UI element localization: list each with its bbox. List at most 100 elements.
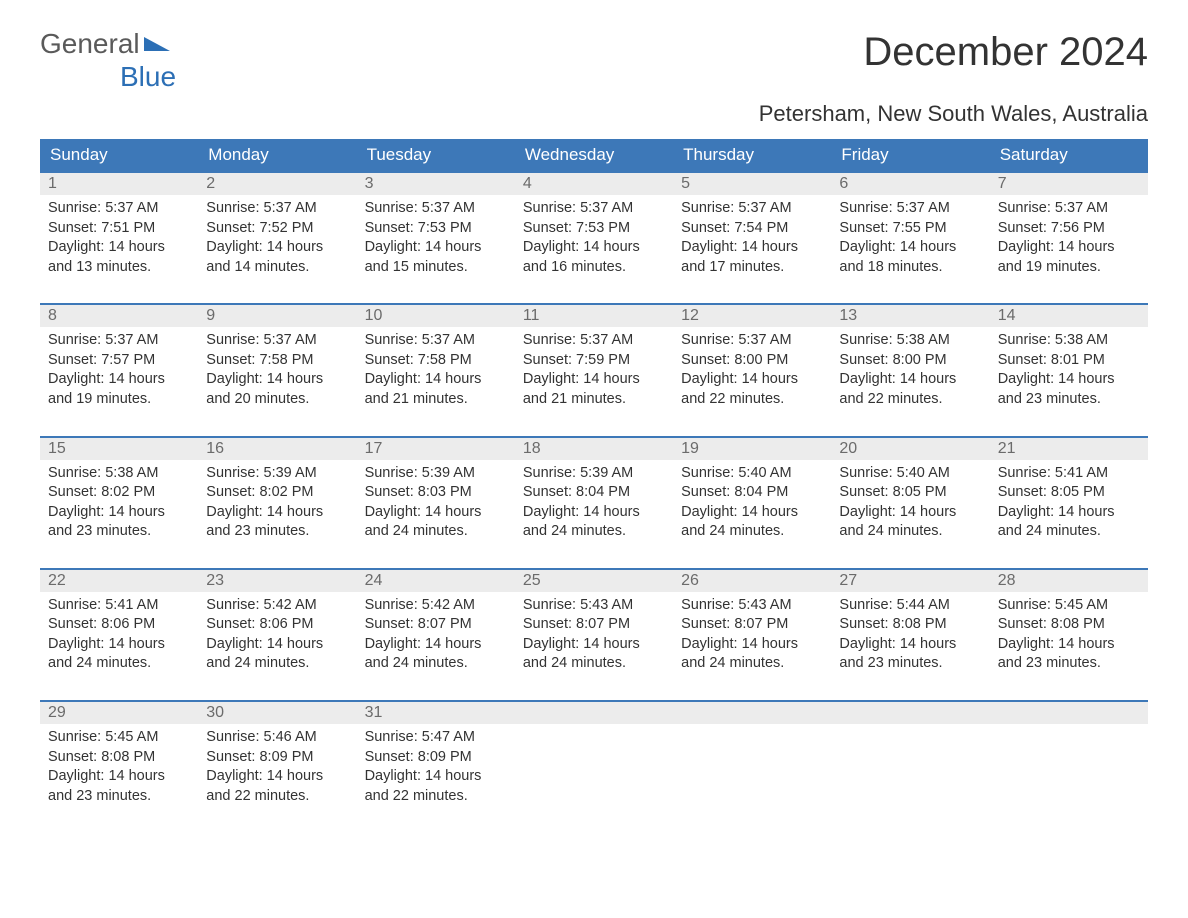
sunset-text: Sunset: 8:00 PM (839, 351, 981, 371)
day-details: Sunrise: 5:40 AMSunset: 8:05 PMDaylight:… (831, 460, 989, 568)
daylight-line1: Daylight: 14 hours (523, 503, 665, 523)
sunrise-text: Sunrise: 5:37 AM (48, 199, 190, 219)
calendar-day (673, 701, 831, 832)
daylight-line1: Daylight: 14 hours (523, 238, 665, 258)
sunrise-text: Sunrise: 5:37 AM (365, 199, 507, 219)
day-details: Sunrise: 5:37 AMSunset: 7:56 PMDaylight:… (990, 195, 1148, 303)
sunrise-text: Sunrise: 5:46 AM (206, 728, 348, 748)
sunrise-text: Sunrise: 5:38 AM (998, 331, 1140, 351)
daylight-line1: Daylight: 14 hours (206, 767, 348, 787)
day-details: Sunrise: 5:37 AMSunset: 7:53 PMDaylight:… (515, 195, 673, 303)
calendar-day: 14Sunrise: 5:38 AMSunset: 8:01 PMDayligh… (990, 304, 1148, 436)
sunrise-text: Sunrise: 5:37 AM (206, 199, 348, 219)
sunset-text: Sunset: 7:51 PM (48, 219, 190, 239)
daylight-line1: Daylight: 14 hours (48, 635, 190, 655)
calendar-week: 8Sunrise: 5:37 AMSunset: 7:57 PMDaylight… (40, 304, 1148, 436)
day-number: 9 (198, 305, 356, 327)
daylight-line2: and 24 minutes. (523, 654, 665, 674)
day-number: 1 (40, 173, 198, 195)
daylight-line1: Daylight: 14 hours (523, 370, 665, 390)
calendar-body: 1Sunrise: 5:37 AMSunset: 7:51 PMDaylight… (40, 172, 1148, 832)
daylight-line1: Daylight: 14 hours (206, 238, 348, 258)
sunset-text: Sunset: 7:55 PM (839, 219, 981, 239)
day-details: Sunrise: 5:37 AMSunset: 7:52 PMDaylight:… (198, 195, 356, 303)
calendar-week: 1Sunrise: 5:37 AMSunset: 7:51 PMDaylight… (40, 172, 1148, 304)
day-number: 31 (357, 702, 515, 724)
calendar-day: 10Sunrise: 5:37 AMSunset: 7:58 PMDayligh… (357, 304, 515, 436)
sunrise-text: Sunrise: 5:37 AM (523, 199, 665, 219)
daylight-line1: Daylight: 14 hours (839, 503, 981, 523)
sunset-text: Sunset: 7:58 PM (206, 351, 348, 371)
daylight-line1: Daylight: 14 hours (365, 767, 507, 787)
daylight-line2: and 16 minutes. (523, 258, 665, 278)
daylight-line2: and 23 minutes. (998, 654, 1140, 674)
day-details: Sunrise: 5:38 AMSunset: 8:01 PMDaylight:… (990, 327, 1148, 435)
day-details: Sunrise: 5:42 AMSunset: 8:07 PMDaylight:… (357, 592, 515, 700)
daylight-line2: and 23 minutes. (48, 522, 190, 542)
sunset-text: Sunset: 8:00 PM (681, 351, 823, 371)
day-header: Thursday (673, 139, 831, 172)
sunset-text: Sunset: 8:08 PM (48, 748, 190, 768)
day-details: Sunrise: 5:37 AMSunset: 7:59 PMDaylight:… (515, 327, 673, 435)
day-header: Saturday (990, 139, 1148, 172)
title-block: December 2024 (863, 30, 1148, 75)
day-details: Sunrise: 5:39 AMSunset: 8:04 PMDaylight:… (515, 460, 673, 568)
sunset-text: Sunset: 7:58 PM (365, 351, 507, 371)
calendar-day: 16Sunrise: 5:39 AMSunset: 8:02 PMDayligh… (198, 437, 356, 569)
day-number: 30 (198, 702, 356, 724)
sunset-text: Sunset: 8:07 PM (681, 615, 823, 635)
daylight-line1: Daylight: 14 hours (523, 635, 665, 655)
day-number: 26 (673, 570, 831, 592)
daylight-line2: and 13 minutes. (48, 258, 190, 278)
day-number: 29 (40, 702, 198, 724)
daylight-line2: and 23 minutes. (839, 654, 981, 674)
calendar-day: 2Sunrise: 5:37 AMSunset: 7:52 PMDaylight… (198, 172, 356, 304)
day-number: 8 (40, 305, 198, 327)
sunrise-text: Sunrise: 5:40 AM (681, 464, 823, 484)
calendar-day: 11Sunrise: 5:37 AMSunset: 7:59 PMDayligh… (515, 304, 673, 436)
sunrise-text: Sunrise: 5:39 AM (365, 464, 507, 484)
day-number: 21 (990, 438, 1148, 460)
calendar-day: 6Sunrise: 5:37 AMSunset: 7:55 PMDaylight… (831, 172, 989, 304)
daylight-line2: and 24 minutes. (681, 654, 823, 674)
daylight-line1: Daylight: 14 hours (998, 370, 1140, 390)
daylight-line1: Daylight: 14 hours (48, 503, 190, 523)
day-details: Sunrise: 5:39 AMSunset: 8:02 PMDaylight:… (198, 460, 356, 568)
sunrise-text: Sunrise: 5:42 AM (206, 596, 348, 616)
daylight-line2: and 24 minutes. (998, 522, 1140, 542)
day-details: Sunrise: 5:45 AMSunset: 8:08 PMDaylight:… (990, 592, 1148, 700)
day-number: 13 (831, 305, 989, 327)
sunrise-text: Sunrise: 5:39 AM (206, 464, 348, 484)
day-details: Sunrise: 5:43 AMSunset: 8:07 PMDaylight:… (673, 592, 831, 700)
calendar-week: 29Sunrise: 5:45 AMSunset: 8:08 PMDayligh… (40, 701, 1148, 832)
daylight-line1: Daylight: 14 hours (998, 635, 1140, 655)
location-text: Petersham, New South Wales, Australia (40, 101, 1148, 127)
calendar-day: 31Sunrise: 5:47 AMSunset: 8:09 PMDayligh… (357, 701, 515, 832)
day-details: Sunrise: 5:41 AMSunset: 8:06 PMDaylight:… (40, 592, 198, 700)
calendar-day: 27Sunrise: 5:44 AMSunset: 8:08 PMDayligh… (831, 569, 989, 701)
daylight-line2: and 22 minutes. (681, 390, 823, 410)
daylight-line1: Daylight: 14 hours (681, 238, 823, 258)
day-header: Wednesday (515, 139, 673, 172)
calendar-day: 15Sunrise: 5:38 AMSunset: 8:02 PMDayligh… (40, 437, 198, 569)
daylight-line1: Daylight: 14 hours (839, 370, 981, 390)
day-number: 20 (831, 438, 989, 460)
daylight-line1: Daylight: 14 hours (365, 238, 507, 258)
daylight-line1: Daylight: 14 hours (998, 503, 1140, 523)
daylight-line2: and 24 minutes. (365, 522, 507, 542)
calendar-day: 25Sunrise: 5:43 AMSunset: 8:07 PMDayligh… (515, 569, 673, 701)
daylight-line2: and 23 minutes. (48, 787, 190, 807)
logo-text-general: General (40, 30, 140, 58)
daylight-line1: Daylight: 14 hours (206, 370, 348, 390)
sunrise-text: Sunrise: 5:45 AM (48, 728, 190, 748)
calendar-day: 22Sunrise: 5:41 AMSunset: 8:06 PMDayligh… (40, 569, 198, 701)
sunset-text: Sunset: 8:08 PM (839, 615, 981, 635)
daylight-line1: Daylight: 14 hours (48, 767, 190, 787)
daylight-line1: Daylight: 14 hours (206, 635, 348, 655)
daylight-line1: Daylight: 14 hours (839, 238, 981, 258)
day-details: Sunrise: 5:37 AMSunset: 7:58 PMDaylight:… (198, 327, 356, 435)
sunrise-text: Sunrise: 5:41 AM (48, 596, 190, 616)
sunrise-text: Sunrise: 5:38 AM (839, 331, 981, 351)
day-details: Sunrise: 5:45 AMSunset: 8:08 PMDaylight:… (40, 724, 198, 832)
sunset-text: Sunset: 8:02 PM (48, 483, 190, 503)
